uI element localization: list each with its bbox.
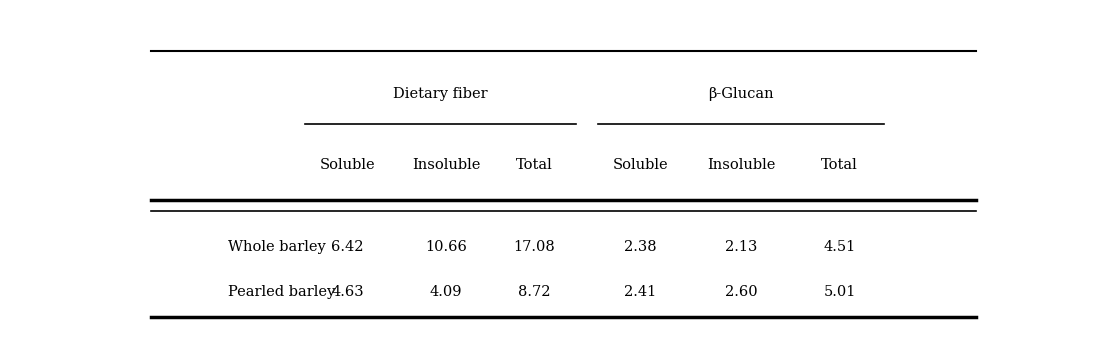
Text: Dietary fiber: Dietary fiber	[393, 87, 488, 101]
Text: Pearled barley: Pearled barley	[227, 285, 336, 299]
Text: β-Glucan: β-Glucan	[709, 87, 774, 101]
Text: 2.41: 2.41	[624, 285, 657, 299]
Text: 10.66: 10.66	[425, 240, 467, 254]
Text: 4.09: 4.09	[429, 285, 463, 299]
Text: Insoluble: Insoluble	[707, 158, 775, 172]
Text: 8.72: 8.72	[518, 285, 551, 299]
Text: 2.13: 2.13	[725, 240, 757, 254]
Text: Whole barley: Whole barley	[227, 240, 326, 254]
Text: Total: Total	[821, 158, 858, 172]
Text: Insoluble: Insoluble	[412, 158, 480, 172]
Text: 2.60: 2.60	[725, 285, 757, 299]
Text: Total: Total	[516, 158, 552, 172]
Text: Soluble: Soluble	[613, 158, 668, 172]
Text: 4.63: 4.63	[331, 285, 364, 299]
Text: 2.38: 2.38	[624, 240, 657, 254]
Text: 4.51: 4.51	[824, 240, 856, 254]
Text: 17.08: 17.08	[513, 240, 555, 254]
Text: 6.42: 6.42	[331, 240, 364, 254]
Text: 5.01: 5.01	[824, 285, 856, 299]
Text: Soluble: Soluble	[320, 158, 375, 172]
